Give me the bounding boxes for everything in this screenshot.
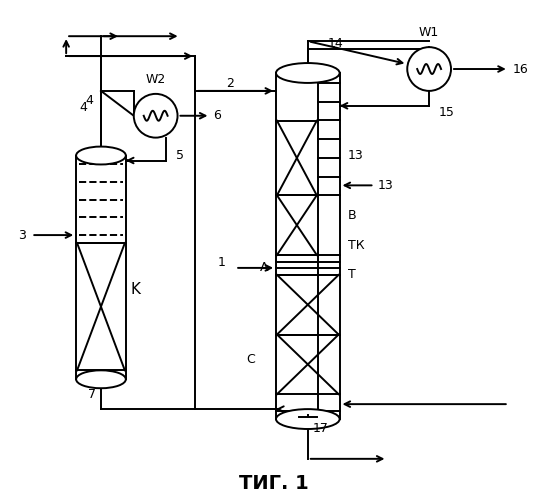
Circle shape xyxy=(134,94,178,138)
Text: A: A xyxy=(260,262,268,274)
Text: 14: 14 xyxy=(328,36,344,50)
Text: 16: 16 xyxy=(513,62,528,76)
Text: 7: 7 xyxy=(88,388,96,400)
Circle shape xyxy=(407,47,451,91)
Text: 4: 4 xyxy=(85,94,93,108)
Text: Т: Т xyxy=(347,268,355,281)
Text: 6: 6 xyxy=(213,110,221,122)
Text: 13: 13 xyxy=(347,149,363,162)
Text: ΤИГ. 1: ΤИГ. 1 xyxy=(239,474,309,493)
Text: 13: 13 xyxy=(378,179,393,192)
Ellipse shape xyxy=(76,370,126,388)
Text: 3: 3 xyxy=(19,228,26,241)
Text: W2: W2 xyxy=(146,73,166,86)
Text: 2: 2 xyxy=(226,78,234,90)
Text: B: B xyxy=(347,208,356,222)
Text: W1: W1 xyxy=(419,26,439,39)
Ellipse shape xyxy=(276,409,340,429)
Text: 5: 5 xyxy=(175,149,184,162)
Text: 4: 4 xyxy=(79,102,87,114)
Text: 17: 17 xyxy=(313,422,329,436)
Text: 1: 1 xyxy=(218,256,225,270)
Text: C: C xyxy=(246,353,255,366)
Ellipse shape xyxy=(76,146,126,164)
Text: 15: 15 xyxy=(439,106,455,120)
Text: K: K xyxy=(131,282,141,298)
Text: ТК: ТК xyxy=(347,238,364,252)
Ellipse shape xyxy=(276,63,340,83)
